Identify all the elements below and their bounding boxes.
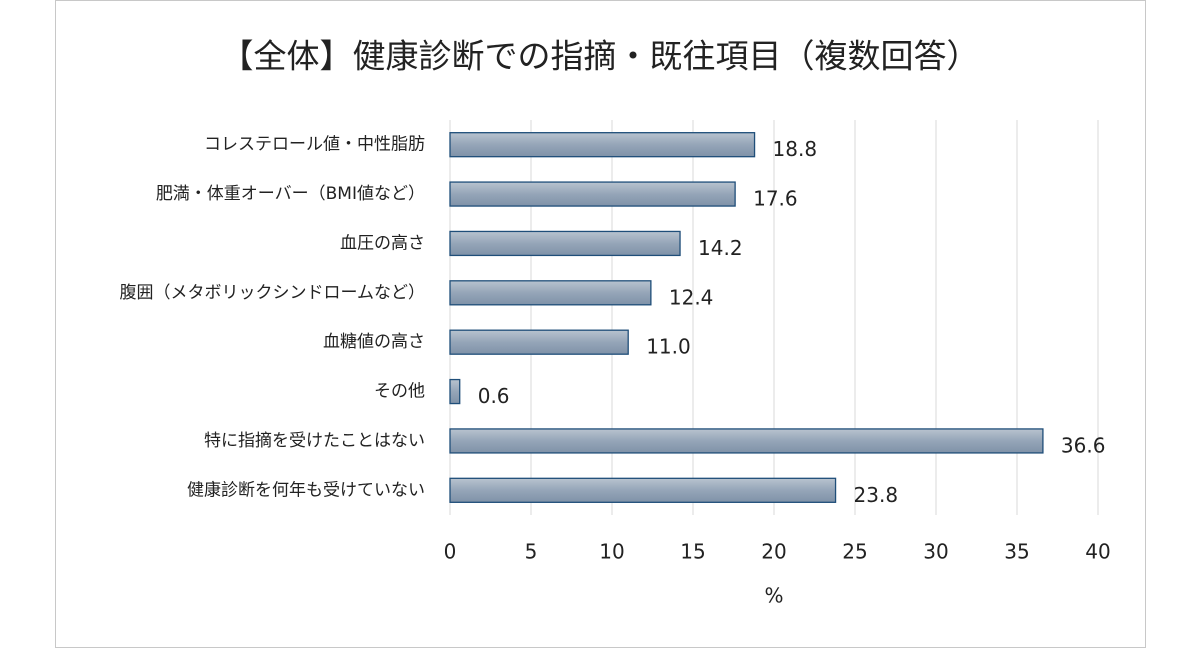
y-tick-label: その他 <box>374 382 425 402</box>
bar <box>449 329 629 355</box>
x-tick-label: 10 <box>599 540 624 564</box>
x-tick-label: 30 <box>923 540 948 564</box>
bar <box>449 181 736 207</box>
bar <box>449 230 681 257</box>
data-label: 23.8 <box>854 483 899 507</box>
x-tick-label: 15 <box>680 540 705 564</box>
x-axis-label: % <box>764 584 783 608</box>
y-tick-label: 血圧の高さ <box>340 233 425 253</box>
y-tick-label: 腹囲（メタボリックシンドロームなど） <box>120 283 426 303</box>
data-label: 14.2 <box>698 236 743 260</box>
data-label: 36.6 <box>1061 433 1106 457</box>
y-tick-label: 肥満・体重オーバー（BMI値など） <box>156 184 425 204</box>
chart-title: 【全体】健康診断での指摘・既往項目（複数回答） <box>221 37 980 76</box>
x-tick-label: 20 <box>761 540 786 564</box>
x-tick-label: 35 <box>1004 540 1029 564</box>
data-label: 17.6 <box>753 187 798 211</box>
x-tick-label: 0 <box>444 540 457 564</box>
bar <box>449 280 652 306</box>
y-tick-label: 特に指摘を受けたことはない <box>204 431 425 451</box>
bar <box>449 132 756 158</box>
data-label: 11.0 <box>646 335 691 359</box>
data-label: 12.4 <box>669 285 714 309</box>
x-tick-label: 40 <box>1085 540 1110 564</box>
bar <box>449 378 461 405</box>
data-label: 18.8 <box>773 137 818 161</box>
y-tick-label: 健康診断を何年も受けていない <box>187 480 425 500</box>
chart-frame <box>55 0 1146 648</box>
data-label: 0.6 <box>478 384 510 408</box>
bar <box>449 428 1044 454</box>
x-tick-label: 25 <box>842 540 867 564</box>
y-tick-label: 血糖値の高さ <box>323 332 425 352</box>
y-tick-label: コレステロール値・中性脂肪 <box>204 135 425 155</box>
x-tick-label: 5 <box>525 540 538 564</box>
bar <box>449 477 837 503</box>
